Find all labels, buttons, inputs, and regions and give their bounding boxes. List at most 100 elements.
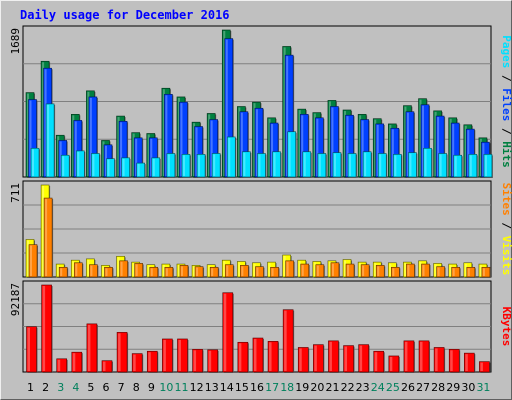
bar-pages-day-4 (75, 150, 86, 178)
x-tick-label: 11 (175, 381, 189, 394)
x-tick-label: 29 (446, 381, 460, 394)
x-tick-label: 5 (87, 381, 94, 394)
bar-kbytes-day-18 (282, 309, 295, 373)
x-tick-label: 12 (190, 381, 204, 394)
bar-pages-day-11 (181, 154, 191, 178)
side-legend: Pages / Files / Hits (500, 35, 512, 168)
bar-kbytes-day-6 (101, 360, 113, 373)
bar-pages-day-26 (408, 152, 418, 178)
bar-kbytes-day-15 (237, 341, 249, 373)
x-tick-label: 9 (148, 381, 155, 394)
bar-sites-day-9 (149, 266, 159, 278)
bar-sites-day-31 (481, 266, 491, 278)
bar-sites-day-15 (240, 265, 250, 278)
panel-pages-files-hits: 1689 Pages / Files / Hits (9, 25, 512, 179)
x-tick-label: 15 (235, 381, 249, 394)
bar-pages-day-27 (423, 147, 433, 178)
x-tick-label: 23 (356, 381, 370, 394)
x-tick-label: 7 (118, 381, 125, 394)
bar-sites-day-16 (255, 266, 265, 278)
bar-pages-day-16 (257, 153, 267, 178)
bar-pages-day-25 (393, 154, 403, 178)
x-tick-label: 14 (220, 381, 234, 394)
y-max-label: 711 (9, 183, 22, 203)
side-legend: KBytes (500, 307, 512, 347)
bar-pages-day-19 (302, 151, 312, 178)
chart-title: Daily usage for December 2016 (20, 8, 230, 22)
bar-pages-day-30 (468, 154, 478, 178)
bar-kbytes-day-13 (207, 349, 219, 373)
bar-sites-day-8 (134, 263, 144, 278)
legend-separator: / (500, 121, 512, 141)
bar-kbytes-day-5 (86, 323, 98, 373)
x-tick-label: 19 (295, 381, 309, 394)
bar-pages-day-17 (272, 151, 282, 178)
bar-pages-day-31 (483, 154, 493, 178)
x-tick-label: 4 (72, 381, 79, 394)
bar-kbytes-day-22 (343, 345, 355, 373)
bar-kbytes-day-14 (222, 292, 234, 373)
bar-pages-day-12 (196, 154, 207, 178)
bar-kbytes-day-3 (56, 358, 68, 373)
bar-kbytes-day-2 (41, 284, 53, 373)
bar-kbytes-day-16 (252, 337, 264, 373)
x-tick-label: 8 (133, 381, 140, 394)
bar-kbytes-day-21 (328, 340, 340, 373)
x-tick-label: 22 (341, 381, 355, 394)
x-tick-label: 20 (310, 381, 324, 394)
bar-kbytes-day-28 (433, 347, 446, 373)
bar-sites-day-27 (421, 263, 431, 278)
bar-kbytes-day-4 (71, 351, 83, 373)
x-tick-label: 2 (42, 381, 49, 394)
x-tick-label: 6 (103, 381, 110, 394)
x-tick-label: 24 (371, 381, 385, 394)
x-tick-label: 18 (280, 381, 294, 394)
bar-sites-day-4 (73, 262, 84, 278)
bar-sites-day-24 (375, 265, 386, 278)
bar-sites-day-3 (58, 266, 69, 278)
bar-pages-day-13 (211, 153, 222, 178)
bar-pages-day-18 (287, 131, 297, 178)
panel-kbytes: 92187 KBytes (9, 280, 512, 373)
bar-kbytes-day-29 (448, 349, 461, 373)
bar-sites-day-2 (43, 197, 54, 278)
bar-pages-day-28 (438, 153, 448, 178)
legend-visits: Visits (500, 236, 512, 276)
bar-sites-day-14 (224, 264, 235, 278)
x-tick-label: 1 (27, 381, 34, 394)
bar-pages-day-23 (362, 151, 373, 178)
bar-pages-day-20 (317, 153, 327, 178)
bar-sites-day-23 (360, 264, 371, 278)
x-tick-label: 28 (431, 381, 445, 394)
bar-sites-day-7 (119, 260, 129, 278)
bar-sites-day-29 (451, 266, 461, 278)
bar-kbytes-day-20 (313, 344, 325, 373)
bar-pages-day-3 (60, 154, 71, 178)
x-tick-label: 31 (476, 381, 490, 394)
bar-sites-day-13 (209, 266, 220, 278)
bar-kbytes-day-11 (177, 338, 189, 373)
x-tick-label: 26 (401, 381, 415, 394)
x-tick-label: 27 (416, 381, 430, 394)
bar-kbytes-day-23 (358, 344, 370, 373)
bar-pages-day-29 (453, 154, 463, 178)
x-tick-label: 13 (205, 381, 219, 394)
bar-kbytes-day-26 (403, 340, 415, 373)
bar-kbytes-day-24 (373, 350, 385, 373)
x-tick-label: 3 (57, 381, 64, 394)
bar-kbytes-day-10 (162, 338, 174, 373)
bar-kbytes-day-31 (479, 361, 491, 373)
legend-separator: / (500, 216, 512, 236)
bar-pages-day-8 (136, 162, 146, 178)
bar-pages-day-2 (45, 103, 56, 178)
legend-sites: Sites (500, 183, 512, 216)
bar-kbytes-day-7 (116, 332, 129, 373)
bar-pages-day-22 (347, 153, 358, 178)
bar-sites-day-21 (330, 262, 340, 278)
bar-kbytes-day-9 (146, 350, 159, 373)
bar-pages-day-10 (166, 153, 176, 178)
chart-panels: 1689 Pages / Files / Hits 711 Sites / Visit… (9, 25, 512, 373)
bar-sites-day-6 (104, 266, 114, 278)
bar-kbytes-day-8 (131, 353, 144, 373)
